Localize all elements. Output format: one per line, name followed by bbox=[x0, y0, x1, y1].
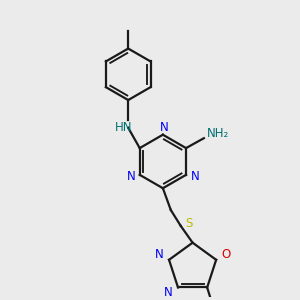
Text: NH₂: NH₂ bbox=[207, 127, 229, 140]
Text: N: N bbox=[126, 170, 135, 183]
Text: N: N bbox=[164, 286, 172, 299]
Text: N: N bbox=[160, 121, 168, 134]
Text: HN: HN bbox=[115, 121, 132, 134]
Text: S: S bbox=[185, 218, 192, 230]
Text: N: N bbox=[155, 248, 164, 261]
Text: N: N bbox=[190, 170, 199, 183]
Text: O: O bbox=[221, 248, 231, 261]
